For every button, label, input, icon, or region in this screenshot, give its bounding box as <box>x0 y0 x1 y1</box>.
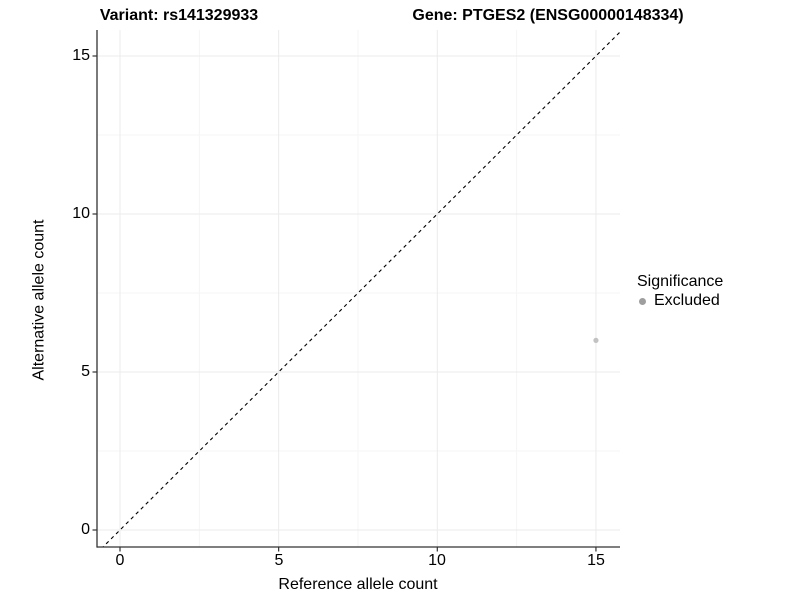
x-tick-label-15: 15 <box>587 552 605 569</box>
legend-item-label: Excluded <box>654 292 720 309</box>
x-tick-label-0: 0 <box>115 552 125 569</box>
plot-title-gene: Gene: PTGES2 (ENSG00000148334) <box>412 7 684 24</box>
data-point <box>593 337 599 343</box>
x-tick-label-5: 5 <box>274 552 284 569</box>
legend-item-excluded: Excluded <box>637 292 723 310</box>
identity-line <box>102 31 620 547</box>
axis-ticks <box>92 55 597 552</box>
legend-point-icon <box>639 297 646 305</box>
axis-lines <box>96 30 620 548</box>
legend-title: Significance <box>637 273 724 290</box>
y-tick-label-0: 0 <box>81 521 90 538</box>
y-tick-label-15: 15 <box>72 47 90 64</box>
gridlines-major <box>97 30 620 547</box>
gridlines-minor <box>97 30 620 547</box>
plot-title-variant: Variant: rs141329933 <box>99 7 259 24</box>
x-tick-label-10: 10 <box>428 552 446 569</box>
x-axis-title: Reference allele count <box>278 576 438 593</box>
y-axis-title: Alternative allele count <box>30 219 48 381</box>
legend: Significance Excluded <box>637 272 723 310</box>
y-tick-label-10: 10 <box>72 205 90 222</box>
y-tick-label-5: 5 <box>81 363 90 380</box>
series-excluded <box>593 337 599 343</box>
